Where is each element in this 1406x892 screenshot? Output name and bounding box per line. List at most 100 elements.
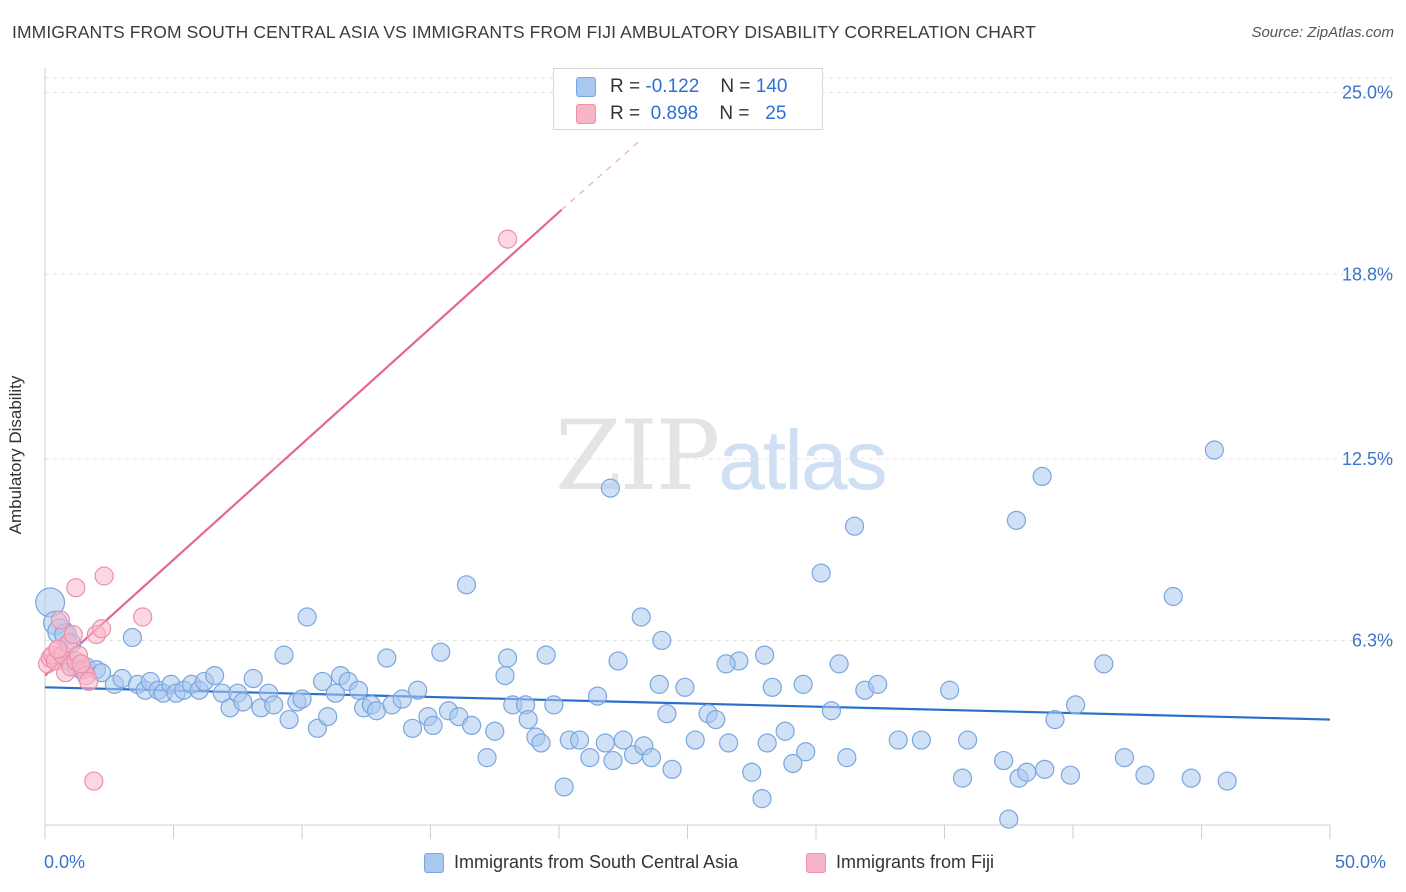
point-south-central-asia — [297, 607, 317, 627]
legend-item-fiji[interactable]: Immigrants from Fiji — [806, 852, 994, 873]
point-south-central-asia — [662, 759, 682, 779]
point-fiji — [48, 639, 68, 659]
point-south-central-asia — [675, 677, 695, 697]
watermark: ZIPatlas — [555, 400, 888, 512]
point-south-central-asia — [631, 607, 651, 627]
legend-label-fiji: Immigrants from Fiji — [836, 852, 995, 872]
legend: Immigrants from South Central Asia Immig… — [0, 850, 1406, 880]
point-south-central-asia — [958, 730, 978, 750]
point-south-central-asia — [1065, 695, 1086, 715]
point-south-central-asia — [829, 654, 849, 674]
point-south-central-asia — [793, 674, 813, 694]
point-fiji — [71, 654, 91, 674]
point-south-central-asia — [775, 721, 795, 741]
point-fiji — [91, 619, 112, 639]
y-tick-label: 25.0% — [1342, 83, 1393, 103]
point-south-central-asia — [1163, 586, 1183, 607]
stats-swatch-blue — [576, 77, 596, 97]
point-south-central-asia — [122, 627, 142, 648]
point-south-central-asia — [264, 695, 284, 715]
chart-title: IMMIGRANTS FROM SOUTH CENTRAL ASIA VS IM… — [12, 22, 1036, 42]
stats-box: R = -0.122 N = 140 R = 0.898 N = 25 — [553, 68, 823, 130]
point-south-central-asia — [940, 680, 960, 700]
point-south-central-asia — [580, 748, 600, 768]
y-tick-label: 18.8% — [1342, 264, 1393, 284]
point-south-central-asia — [1135, 765, 1155, 785]
point-south-central-asia — [783, 753, 803, 774]
stats-r-value-pink: 0.898 — [650, 103, 699, 124]
stats-n-value-pink: 25 — [765, 103, 787, 124]
point-south-central-asia — [544, 695, 564, 715]
stats-swatch-pink — [576, 104, 596, 124]
point-south-central-asia — [536, 645, 556, 665]
stats-row-pink: R = 0.898 N = 25 — [576, 101, 786, 127]
watermark-atlas: atlas — [718, 413, 887, 507]
point-fiji — [79, 671, 99, 692]
point-south-central-asia — [641, 748, 662, 768]
point-south-central-asia — [716, 654, 736, 674]
x-tick-label-min: 0.0% — [44, 852, 86, 872]
legend-swatch-blue — [424, 852, 444, 873]
point-south-central-asia — [1032, 466, 1052, 486]
point-south-central-asia — [1035, 759, 1055, 779]
point-south-central-asia — [706, 709, 726, 730]
point-fiji — [66, 578, 86, 598]
point-south-central-asia — [600, 478, 621, 498]
point-south-central-asia — [652, 630, 672, 651]
point-south-central-asia — [292, 689, 312, 709]
point-south-central-asia — [762, 677, 782, 697]
point-south-central-asia — [205, 665, 225, 686]
legend-item-south-central-asia[interactable]: Immigrants from South Central Asia — [424, 852, 738, 873]
point-south-central-asia — [431, 642, 451, 662]
point-south-central-asia — [392, 689, 412, 709]
point-south-central-asia — [462, 715, 482, 736]
point-fiji — [63, 624, 83, 645]
stats-row-blue: R = -0.122 N = 140 — [576, 74, 787, 100]
axes — [44, 68, 1331, 839]
x-tick-label-max: 50.0% — [1335, 852, 1387, 872]
trend-line-fiji-extension — [561, 139, 642, 211]
point-south-central-asia — [811, 563, 831, 583]
trend-line-fiji — [44, 209, 563, 677]
point-south-central-asia — [423, 715, 443, 736]
point-south-central-asia — [821, 701, 842, 721]
legend-swatch-pink — [806, 852, 826, 873]
stats-n-label-pink: N = — [719, 103, 750, 124]
point-south-central-asia — [595, 733, 615, 753]
point-south-central-asia — [603, 750, 623, 771]
point-south-central-asia — [477, 748, 497, 768]
source-label: Source: ZipAtlas.com — [1251, 24, 1394, 41]
point-south-central-asia — [844, 516, 865, 536]
stats-r-value-blue: -0.122 — [645, 76, 700, 97]
point-south-central-asia — [569, 730, 590, 750]
point-south-central-asia — [274, 645, 294, 665]
point-south-central-asia — [498, 648, 518, 668]
trend-lines — [44, 139, 1331, 721]
point-south-central-asia — [608, 651, 628, 671]
point-south-central-asia — [757, 733, 777, 753]
point-south-central-asia — [796, 742, 816, 762]
point-south-central-asia — [742, 762, 762, 782]
data-points — [35, 229, 1237, 829]
point-fiji — [498, 229, 518, 249]
point-south-central-asia — [554, 777, 574, 797]
y-tick-label: 12.5% — [1342, 449, 1393, 469]
point-south-central-asia — [754, 645, 775, 665]
point-south-central-asia — [1060, 765, 1081, 785]
point-south-central-asia — [377, 648, 397, 668]
point-south-central-asia — [243, 668, 263, 689]
point-south-central-asia — [868, 674, 888, 694]
point-south-central-asia — [837, 748, 857, 768]
point-south-central-asia — [587, 686, 608, 706]
point-south-central-asia — [312, 671, 333, 692]
point-south-central-asia — [1006, 510, 1027, 530]
point-south-central-asia — [318, 707, 338, 727]
point-south-central-asia — [485, 721, 505, 741]
point-south-central-asia — [408, 680, 428, 700]
point-south-central-asia — [402, 718, 423, 738]
point-south-central-asia — [348, 680, 369, 700]
stats-n-value-blue: 140 — [755, 76, 788, 97]
point-south-central-asia — [1204, 440, 1224, 460]
point-south-central-asia — [685, 730, 705, 750]
